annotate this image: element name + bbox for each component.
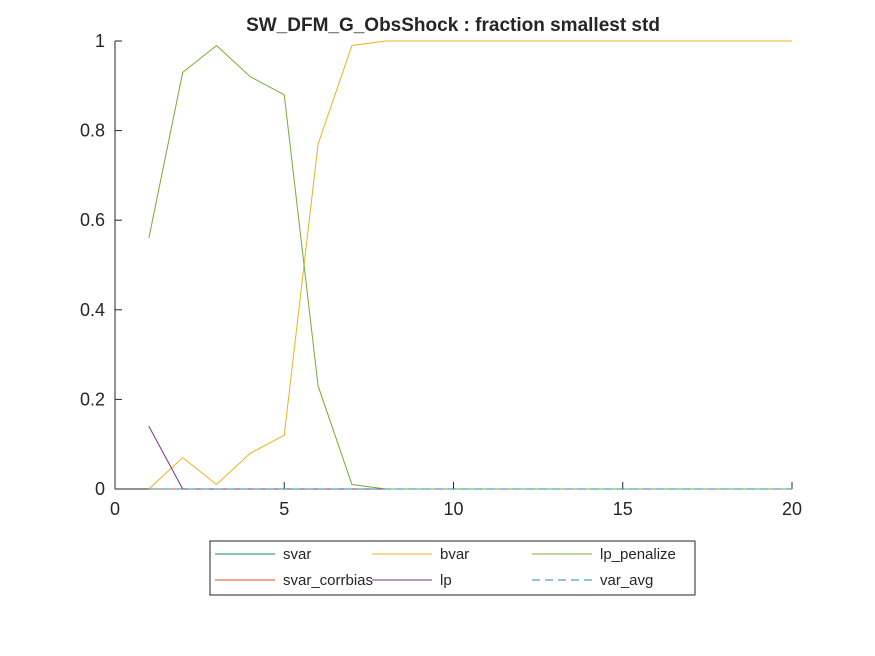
legend-label-svar-corrbias: svar_corrbias xyxy=(283,572,373,589)
series-layer xyxy=(148,40,792,490)
legend-label-bvar: bvar xyxy=(440,546,469,563)
series-line-bvar xyxy=(148,40,792,490)
y-tick-label: 0.8 xyxy=(80,121,105,141)
legend-label-var-avg: var_avg xyxy=(600,572,653,589)
y-tick-label: 0 xyxy=(95,479,105,499)
legend-box xyxy=(209,540,696,596)
y-tick-label: 0.2 xyxy=(80,389,105,409)
chart-title: SW_DFM_G_ObsShock : fraction smallest st… xyxy=(246,15,660,36)
legend-label-lp: lp xyxy=(440,572,452,589)
axes: 0 5 10 15 20 0 0.2 0.4 0.6 0.8 1 xyxy=(80,31,802,519)
y-tick-label: 0.6 xyxy=(80,210,105,230)
series-line-lp-penalize xyxy=(148,44,792,490)
x-tick-label: 20 xyxy=(782,499,802,519)
y-tick-label: 0.4 xyxy=(80,300,105,320)
x-tick-label: 10 xyxy=(443,499,463,519)
x-tick-label: 5 xyxy=(279,499,289,519)
legend: svar bvar lp_penalize svar_corrbias lp var_av… xyxy=(209,540,696,596)
y-tick-label: 1 xyxy=(95,31,105,51)
x-tick-label: 15 xyxy=(613,499,633,519)
legend-label-svar: svar xyxy=(283,546,311,563)
legend-label-lp-penalize: lp_penalize xyxy=(600,546,676,563)
x-tick-label: 0 xyxy=(110,499,120,519)
